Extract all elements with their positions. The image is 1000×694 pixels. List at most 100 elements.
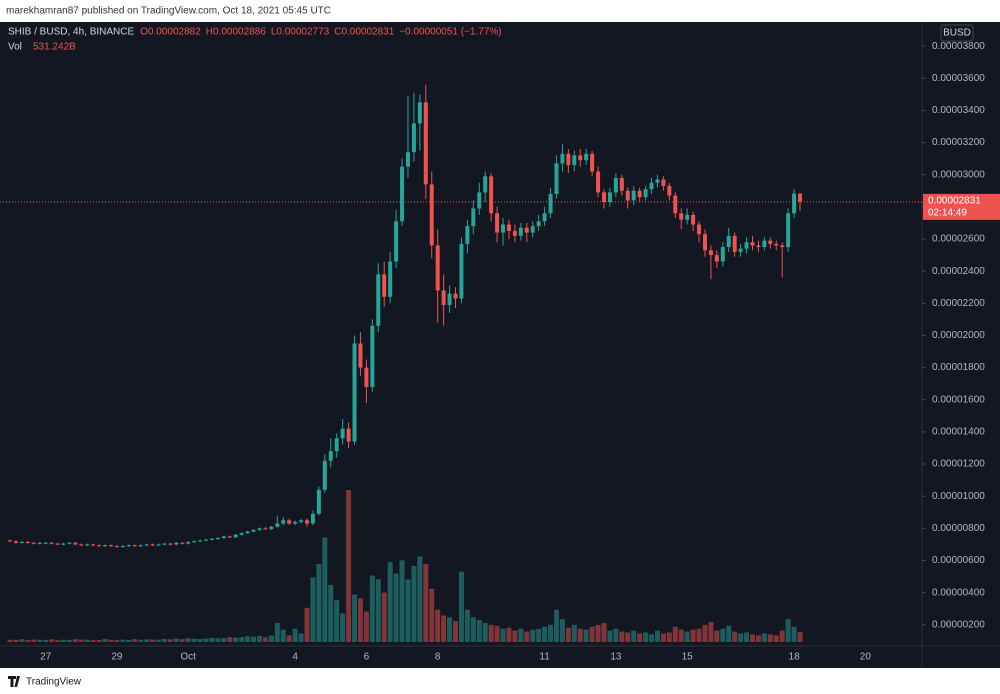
- candle-body: [156, 544, 161, 546]
- volume-bar: [13, 639, 19, 642]
- candle-body: [697, 224, 702, 235]
- y-tick-label: 0.00002000: [932, 330, 985, 341]
- volume-bar: [738, 633, 744, 642]
- volume-bar: [298, 633, 304, 642]
- volume-bar: [589, 626, 595, 642]
- y-tick-label: 0.00001800: [932, 362, 985, 373]
- volume-bar: [423, 564, 429, 642]
- currency-box[interactable]: [940, 24, 974, 42]
- candle-body: [798, 193, 803, 202]
- y-tick-label: 0.00001000: [932, 491, 985, 502]
- volume-bar: [797, 631, 803, 642]
- volume-bar: [233, 637, 239, 642]
- candle-body: [150, 544, 155, 546]
- volume-bar: [435, 609, 441, 642]
- volume-bar: [322, 537, 328, 642]
- volume-bar: [494, 625, 500, 642]
- candle-body: [471, 208, 476, 227]
- volume-bar: [387, 562, 393, 642]
- volume-bar: [553, 609, 559, 642]
- candle-body: [477, 192, 482, 209]
- candle-body: [536, 221, 541, 227]
- publish-info: marekhamran87 published on TradingView.c…: [6, 6, 331, 17]
- volume-bar: [601, 623, 607, 642]
- volume-bar: [221, 638, 227, 642]
- candle-body: [221, 536, 226, 538]
- volume-bar: [726, 625, 732, 642]
- y-tick-label: 0.00003800: [932, 41, 985, 52]
- volume-bar: [280, 629, 286, 642]
- candle-body: [560, 153, 565, 164]
- volume-bar: [173, 638, 179, 642]
- candle-body: [138, 545, 143, 547]
- volume-bar: [78, 639, 84, 642]
- candle-body: [631, 190, 636, 201]
- volume-bar: [476, 620, 482, 642]
- volume-bar: [542, 626, 548, 642]
- candle-body: [643, 189, 648, 198]
- candle-body: [174, 542, 179, 545]
- candle-body: [269, 526, 274, 530]
- candle-body: [192, 541, 197, 543]
- logo: [8, 676, 20, 687]
- candle-body: [281, 520, 286, 524]
- x-tick-label: 20: [860, 652, 872, 663]
- candle-body: [67, 542, 72, 544]
- y-tick-label: 0.00002200: [932, 298, 985, 309]
- symbol: SHIB / BUSD, 4h, BINANCE: [8, 27, 134, 38]
- candle-body: [227, 536, 232, 538]
- candle-body: [144, 544, 149, 546]
- volume-bar: [262, 637, 268, 642]
- volume-bar: [631, 630, 637, 642]
- candle-body: [85, 544, 90, 546]
- candle-body: [512, 230, 517, 236]
- volume-bar: [19, 639, 25, 642]
- volume-bar: [595, 624, 601, 642]
- volume-bar: [506, 627, 512, 642]
- candle-body: [13, 541, 18, 543]
- volume-bar: [102, 638, 108, 642]
- volume-bar: [340, 613, 346, 642]
- chart-panel: [0, 22, 1000, 668]
- volume-bar: [114, 640, 120, 642]
- candle-body: [364, 367, 369, 387]
- volume-bar: [72, 639, 78, 642]
- candle-body: [483, 176, 488, 193]
- volume-bar: [399, 560, 405, 642]
- candle-body: [239, 533, 244, 535]
- candle-body: [708, 250, 713, 256]
- volume-name: Vol: [8, 42, 22, 53]
- volume-bar: [7, 639, 13, 642]
- candle-body: [762, 240, 767, 248]
- volume-bar: [156, 639, 161, 642]
- candle-body: [447, 293, 452, 305]
- volume-bar: [90, 640, 96, 642]
- candle-body: [453, 293, 458, 299]
- candle-body: [625, 190, 630, 201]
- volume-bar: [49, 639, 55, 642]
- candle-body: [566, 153, 571, 166]
- volume-bar: [203, 638, 209, 642]
- candle-body: [204, 539, 209, 541]
- volume-bar: [649, 634, 655, 642]
- candle-body: [435, 245, 440, 291]
- volume-bar: [732, 631, 738, 642]
- y-tick-label: 0.00000600: [932, 555, 985, 566]
- volume-bar: [245, 636, 251, 642]
- footer: [0, 668, 1000, 694]
- candle-body: [411, 123, 416, 153]
- candle-body: [530, 226, 535, 233]
- candle-body: [602, 192, 606, 203]
- volume-bar: [708, 622, 714, 642]
- volume-bar: [714, 630, 720, 642]
- volume-bar: [363, 611, 369, 642]
- volume-bar: [274, 623, 280, 642]
- y-tick-label: 0.00002400: [932, 266, 985, 277]
- volume-bar: [316, 564, 322, 642]
- volume-bar: [565, 627, 571, 642]
- candle-body: [114, 546, 119, 548]
- candle-body: [590, 153, 595, 172]
- candle-body: [679, 213, 684, 220]
- volume-bar: [530, 629, 536, 642]
